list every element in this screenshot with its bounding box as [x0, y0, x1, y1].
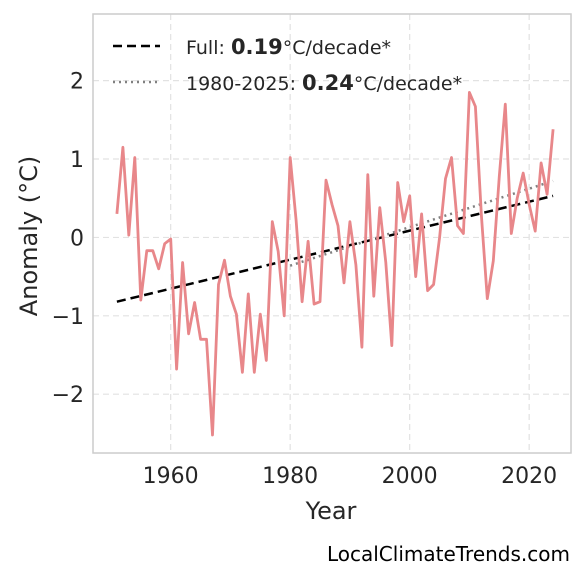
legend-full-prefix: Full: — [186, 37, 231, 59]
legend-recent-suffix: °C/decade* — [354, 73, 462, 95]
legend-full-value: 0.19 — [231, 35, 283, 59]
y-tick-label: 2 — [70, 70, 84, 95]
legend-recent-prefix: 1980-2025: — [186, 73, 302, 95]
x-tick-label: 2020 — [501, 464, 557, 489]
x-ticks: 1960 1980 2000 2020 — [143, 464, 557, 489]
legend-item-recent: 1980-2025: 0.24°C/decade* — [186, 71, 462, 95]
series-group — [115, 91, 555, 437]
y-axis-label: Anomaly (°C) — [15, 156, 43, 316]
y-tick-label: −2 — [52, 383, 84, 408]
legend-recent-value: 0.24 — [302, 71, 354, 95]
plot-frame — [92, 13, 572, 454]
x-tick-label: 1960 — [143, 464, 199, 489]
trend-line-full — [116, 194, 554, 303]
y-tick-label: 0 — [70, 226, 84, 251]
x-tick-label: 1980 — [262, 464, 318, 489]
legend-item-full: Full: 0.19°C/decade* — [186, 35, 391, 59]
x-axis-label: Year — [305, 497, 357, 525]
y-tick-label: 1 — [70, 148, 84, 173]
x-tick-label: 2000 — [382, 464, 438, 489]
series-line-anomaly — [115, 91, 555, 437]
footer-website: LocalClimateTrends.com — [327, 542, 570, 566]
grid — [93, 14, 571, 453]
y-ticks: −2 −1 0 1 2 — [52, 70, 84, 409]
legend: Full: 0.19°C/decade* 1980-2025: 0.24°C/d… — [113, 35, 462, 95]
y-tick-label: −1 — [52, 305, 84, 330]
legend-full-suffix: °C/decade* — [283, 37, 391, 59]
